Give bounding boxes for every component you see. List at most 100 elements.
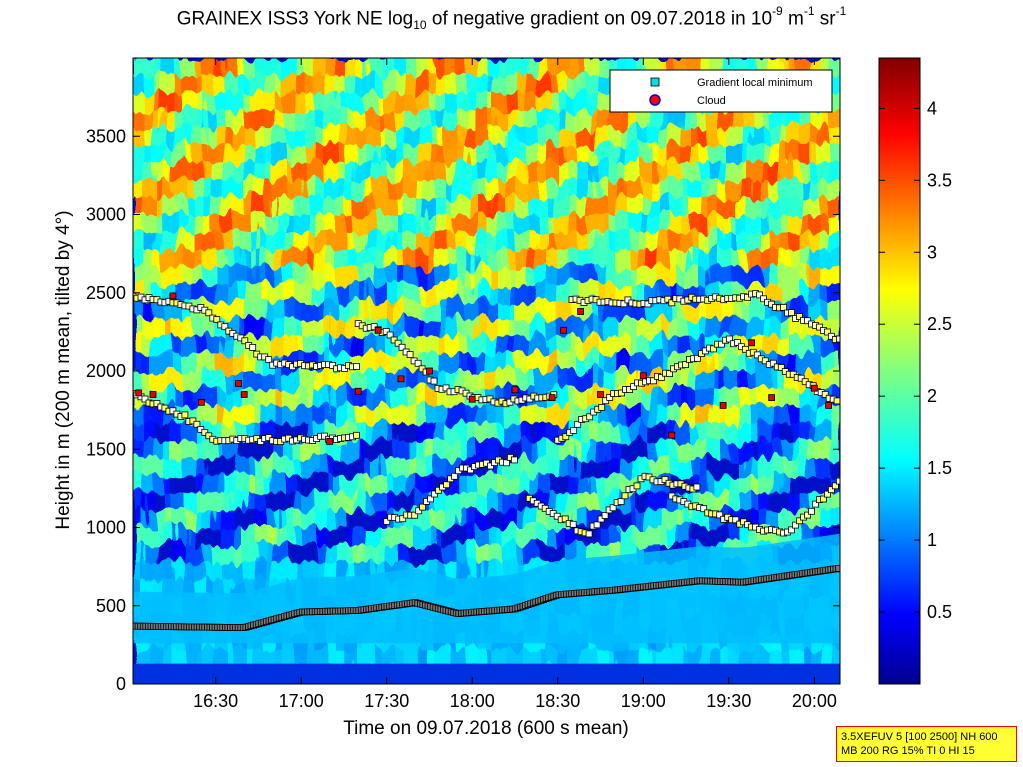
heatmap-cell — [688, 284, 700, 303]
heatmap-cell — [304, 527, 316, 546]
heatmap-cell — [203, 579, 215, 598]
heatmap-cell — [688, 388, 700, 407]
heatmap-cell — [183, 179, 195, 198]
gradient-minimum-5 — [606, 393, 614, 401]
cloud-point — [719, 401, 727, 409]
gradient-minimum-1 — [265, 356, 273, 364]
heatmap-cell — [799, 144, 811, 163]
heatmap-cell — [304, 440, 316, 459]
heatmap-cell — [395, 197, 407, 216]
heatmap-cell — [456, 179, 467, 198]
heatmap-cell — [759, 318, 770, 337]
heatmap-cell — [607, 353, 619, 372]
heatmap-cell — [446, 92, 457, 111]
heatmap-cell — [163, 492, 174, 511]
heatmap-cell — [486, 423, 498, 442]
heatmap-cell — [355, 162, 366, 181]
heatmap-cell — [173, 92, 185, 111]
heatmap-cell — [617, 336, 629, 355]
heatmap-cell — [274, 475, 286, 494]
x-tick-label: 19:30 — [706, 691, 751, 711]
heatmap-cell — [537, 127, 548, 146]
heatmap-cell — [244, 197, 255, 216]
gradient-minimum-4 — [561, 515, 569, 523]
heatmap-cell — [537, 249, 548, 268]
heatmap-cell — [708, 475, 720, 494]
plot-area — [132, 57, 841, 685]
heatmap-cell — [789, 284, 801, 303]
heatmap-cell — [254, 405, 265, 424]
heatmap-cell — [345, 127, 356, 146]
heatmap-cell — [749, 457, 760, 476]
heatmap-cell — [759, 162, 770, 181]
heatmap-cell — [577, 510, 589, 529]
heatmap-cell — [668, 127, 679, 146]
heatmap-cell — [476, 371, 488, 389]
heatmap-cell — [779, 162, 791, 181]
heatmap-cell — [658, 144, 669, 163]
heatmap-cell — [385, 127, 397, 146]
heatmap-cell — [345, 110, 356, 129]
heatmap-cell — [809, 284, 821, 303]
heatmap-cell — [193, 318, 205, 337]
heatmap-cell — [739, 440, 750, 459]
heatmap-cell — [355, 249, 366, 268]
heatmap-cell — [254, 336, 265, 355]
gradient-minimum-1 — [249, 343, 257, 351]
heatmap-cell — [597, 440, 609, 459]
heatmap-cell — [577, 249, 589, 268]
heatmap-cell — [274, 92, 286, 111]
heatmap-cell — [678, 214, 690, 233]
gradient-minimum-7 — [812, 500, 819, 508]
heatmap-cell — [476, 58, 488, 76]
heatmap-cell — [345, 318, 356, 337]
gradient-minimum-5 — [797, 374, 805, 382]
heatmap-cell — [324, 214, 336, 233]
heatmap-cell — [446, 457, 457, 476]
gradient-minimum-3 — [414, 359, 422, 367]
heatmap-cell — [809, 457, 821, 476]
heatmap-cell — [526, 266, 538, 285]
gradient-minimum-6 — [760, 295, 767, 303]
heatmap-cell — [244, 214, 255, 233]
heatmap-cell — [688, 144, 700, 163]
heatmap-cell — [526, 249, 538, 268]
heatmap-cell — [708, 371, 720, 389]
heatmap-cell — [799, 457, 811, 476]
heatmap-cell — [476, 353, 488, 372]
heatmap-cell — [749, 527, 760, 546]
heatmap-cell — [617, 371, 629, 389]
heatmap-cell — [335, 266, 346, 285]
heatmap-cell — [577, 371, 589, 389]
heatmap-cell — [355, 371, 366, 389]
heatmap-cell — [688, 301, 700, 320]
heatmap-cell — [819, 127, 831, 146]
heatmap-cell — [496, 457, 508, 476]
gradient-minimum-2 — [510, 456, 518, 464]
heatmap-cell — [466, 179, 477, 198]
heatmap-cell — [335, 249, 346, 268]
colorbar-tick-label: 0.5 — [927, 602, 952, 622]
heatmap-cell — [425, 197, 437, 216]
heatmap-cell — [446, 492, 457, 511]
heatmap-cell — [809, 440, 821, 459]
heatmap-cell — [284, 649, 296, 668]
heatmap-cell — [476, 92, 488, 111]
heatmap-cell — [425, 284, 437, 303]
heatmap-cell — [668, 405, 679, 424]
heatmap-cell — [324, 405, 336, 424]
heatmap-cell — [728, 318, 740, 337]
heatmap-cell — [395, 301, 407, 320]
heatmap-cell — [658, 492, 669, 511]
heatmap-cell — [425, 144, 437, 163]
heatmap-cell — [537, 440, 548, 459]
heatmap-cell — [547, 492, 558, 511]
heatmap-cell — [446, 144, 457, 163]
heatmap-cell — [314, 266, 326, 285]
heatmap-cell — [446, 197, 457, 216]
heatmap-cell — [819, 510, 831, 529]
heatmap-cell — [718, 58, 730, 76]
heatmap-cell — [234, 197, 245, 216]
heatmap-cell — [254, 353, 265, 372]
heatmap-cell — [314, 457, 326, 476]
